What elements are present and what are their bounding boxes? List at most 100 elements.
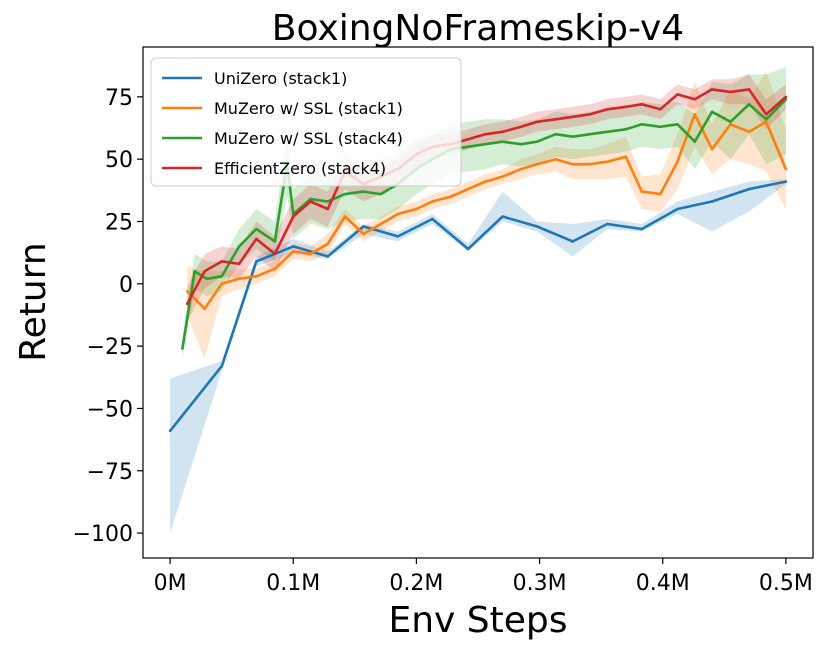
point-muzero-w-ssl-stack4-5 bbox=[254, 227, 258, 231]
point-muzero-w-ssl-stack1-4 bbox=[254, 275, 258, 278]
legend-box bbox=[150, 57, 462, 187]
y-tick-label: 75 bbox=[105, 86, 133, 111]
point-muzero-w-ssl-stack4-0 bbox=[181, 347, 184, 350]
point-unizero-stack1-6 bbox=[396, 235, 400, 238]
point-efficientzero-stack4-1 bbox=[203, 270, 206, 273]
point-muzero-w-ssl-stack1-11 bbox=[379, 222, 383, 226]
point-muzero-w-ssl-stack4-6 bbox=[273, 240, 277, 243]
point-muzero-w-ssl-stack4-11 bbox=[343, 192, 347, 196]
point-unizero-stack1-14 bbox=[676, 207, 679, 211]
point-muzero-w-ssl-stack1-23 bbox=[588, 162, 592, 166]
point-muzero-w-ssl-stack4-18 bbox=[466, 145, 470, 148]
point-muzero-w-ssl-stack4-33 bbox=[729, 120, 732, 124]
point-muzero-w-ssl-stack1-34 bbox=[784, 167, 788, 171]
point-muzero-w-ssl-stack4-29 bbox=[659, 125, 662, 129]
point-muzero-w-ssl-stack4-24 bbox=[571, 135, 575, 138]
point-muzero-w-ssl-stack1-6 bbox=[292, 250, 295, 253]
point-muzero-w-ssl-stack1-26 bbox=[640, 190, 644, 193]
point-muzero-w-ssl-stack1-17 bbox=[484, 180, 487, 183]
point-muzero-w-ssl-stack1-24 bbox=[606, 160, 609, 163]
point-efficientzero-stack4-4 bbox=[254, 237, 258, 241]
x-axis-title: Env Steps bbox=[388, 600, 567, 641]
point-muzero-w-ssl-stack1-7 bbox=[309, 252, 312, 256]
point-muzero-w-ssl-stack4-1 bbox=[193, 270, 196, 273]
point-efficientzero-stack4-8 bbox=[326, 207, 330, 211]
point-muzero-w-ssl-stack1-29 bbox=[693, 113, 697, 116]
point-muzero-w-ssl-stack4-27 bbox=[624, 128, 628, 131]
point-muzero-w-ssl-stack1-33 bbox=[764, 120, 768, 124]
x-tick-label: 0.1M bbox=[266, 571, 320, 596]
point-muzero-w-ssl-stack1-14 bbox=[431, 200, 434, 203]
point-efficientzero-stack4-34 bbox=[784, 95, 788, 99]
point-muzero-w-ssl-stack1-18 bbox=[501, 175, 504, 178]
point-efficientzero-stack4-24 bbox=[606, 108, 609, 111]
point-efficientzero-stack4-18 bbox=[501, 130, 504, 134]
point-muzero-w-ssl-stack4-3 bbox=[220, 275, 224, 278]
point-unizero-stack1-9 bbox=[501, 215, 504, 218]
point-muzero-w-ssl-stack4-28 bbox=[640, 123, 644, 126]
point-efficientzero-stack4-32 bbox=[747, 88, 751, 91]
point-muzero-w-ssl-stack4-4 bbox=[237, 245, 241, 248]
point-efficientzero-stack4-25 bbox=[624, 105, 628, 109]
band-muzero-w-ssl-stack1 bbox=[187, 71, 786, 359]
point-muzero-w-ssl-stack1-22 bbox=[571, 162, 575, 166]
point-muzero-w-ssl-stack4-32 bbox=[710, 110, 714, 114]
point-unizero-stack1-12 bbox=[606, 222, 609, 226]
point-unizero-stack1-15 bbox=[710, 200, 714, 203]
point-efficientzero-stack4-31 bbox=[729, 90, 732, 94]
point-unizero-stack1-7 bbox=[431, 217, 434, 221]
point-efficientzero-stack4-23 bbox=[588, 113, 592, 116]
point-muzero-w-ssl-stack4-22 bbox=[535, 140, 539, 143]
plot-frame bbox=[142, 46, 814, 559]
band-muzero-w-ssl-stack4 bbox=[182, 66, 786, 359]
point-efficientzero-stack4-2 bbox=[220, 260, 224, 263]
y-tick-label: 0 bbox=[119, 273, 133, 298]
point-muzero-w-ssl-stack1-19 bbox=[519, 167, 523, 171]
point-efficientzero-stack4-17 bbox=[484, 132, 487, 136]
point-efficientzero-stack4-16 bbox=[466, 137, 470, 141]
point-muzero-w-ssl-stack1-10 bbox=[362, 232, 365, 236]
y-axis-title: Return bbox=[13, 242, 54, 361]
point-efficientzero-stack4-3 bbox=[237, 262, 241, 266]
point-muzero-w-ssl-stack1-21 bbox=[554, 157, 557, 161]
point-muzero-w-ssl-stack1-27 bbox=[659, 192, 662, 196]
point-efficientzero-stack4-20 bbox=[535, 120, 539, 124]
point-unizero-stack1-11 bbox=[571, 240, 575, 243]
point-muzero-w-ssl-stack4-31 bbox=[693, 140, 697, 143]
point-efficientzero-stack4-6 bbox=[292, 215, 295, 218]
point-muzero-w-ssl-stack4-23 bbox=[554, 132, 557, 136]
x-tick-label: 0.4M bbox=[636, 571, 690, 596]
point-efficientzero-stack4-7 bbox=[309, 200, 312, 203]
y-tick-label: −100 bbox=[73, 522, 133, 547]
y-axis: −100 −75 −50 −25 0 25 50 75 bbox=[73, 86, 143, 547]
point-muzero-w-ssl-stack4-19 bbox=[484, 142, 487, 146]
point-muzero-w-ssl-stack4-35 bbox=[764, 118, 768, 121]
point-muzero-w-ssl-stack1-13 bbox=[415, 207, 418, 211]
legend-label: MuZero w/ SSL (stack1) bbox=[214, 99, 403, 118]
point-muzero-w-ssl-stack1-2 bbox=[220, 282, 224, 286]
point-efficientzero-stack4-5 bbox=[273, 252, 277, 256]
point-muzero-w-ssl-stack4-12 bbox=[362, 190, 365, 193]
point-efficientzero-stack4-27 bbox=[659, 108, 662, 111]
point-muzero-w-ssl-stack1-16 bbox=[466, 187, 470, 191]
chart-title: BoxingNoFrameskip-v4 bbox=[272, 8, 684, 49]
point-unizero-stack1-3 bbox=[292, 245, 295, 248]
point-unizero-stack1-10 bbox=[535, 225, 539, 228]
point-efficientzero-stack4-0 bbox=[186, 302, 189, 306]
point-muzero-w-ssl-stack4-21 bbox=[519, 142, 523, 146]
point-muzero-w-ssl-stack1-25 bbox=[624, 155, 628, 158]
x-axis: 0M 0.1M 0.2M 0.3M 0.4M 0.5M bbox=[154, 558, 813, 596]
point-unizero-stack1-4 bbox=[326, 255, 330, 258]
band-efficientzero-stack4 bbox=[187, 74, 786, 322]
point-muzero-w-ssl-stack4-20 bbox=[501, 140, 504, 143]
x-tick-label: 0.3M bbox=[513, 571, 567, 596]
point-muzero-w-ssl-stack1-15 bbox=[449, 195, 453, 198]
y-tick-label: −50 bbox=[87, 397, 133, 422]
y-tick-label: 50 bbox=[105, 148, 133, 173]
point-muzero-w-ssl-stack4-13 bbox=[379, 192, 383, 196]
point-muzero-w-ssl-stack1-32 bbox=[747, 130, 751, 134]
point-efficientzero-stack4-33 bbox=[764, 113, 768, 116]
point-muzero-w-ssl-stack1-9 bbox=[343, 215, 347, 218]
point-muzero-w-ssl-stack4-25 bbox=[588, 132, 592, 136]
bands-layer bbox=[170, 66, 786, 534]
